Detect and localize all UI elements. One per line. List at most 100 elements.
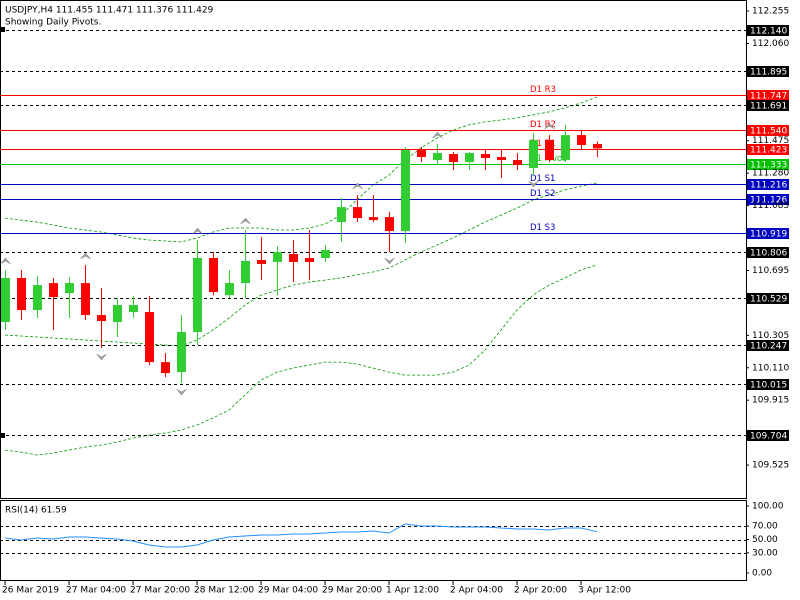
level-box (747, 247, 789, 258)
candle-body (209, 257, 218, 293)
rsi-line (4, 523, 598, 548)
fractal-up (352, 182, 363, 190)
level-box (747, 66, 789, 77)
band-line (4, 96, 598, 243)
candle-body (81, 283, 90, 316)
rsi-tick-label: 70.00 (752, 522, 778, 532)
candle-body (561, 135, 570, 161)
candle-body (417, 150, 426, 158)
candle-body (577, 135, 586, 146)
candle-body (65, 283, 74, 294)
candle-body (113, 305, 122, 323)
y-tick-label: 112.255 (752, 6, 789, 16)
level-label: 110.529 (750, 295, 787, 305)
level-label: 110.919 (750, 230, 787, 240)
level-box (747, 125, 789, 136)
x-tick-label: 29 Mar 04:00 (258, 586, 318, 596)
axis-layer: 112.140111.895111.747111.691111.540111.4… (2, 6, 789, 595)
level-box (747, 179, 789, 190)
level-box (747, 430, 789, 441)
candle-body (465, 153, 474, 163)
candle-body (305, 257, 314, 262)
candle-body (17, 277, 26, 311)
level-label: 111.126 (750, 196, 787, 206)
fractal-up (192, 227, 203, 235)
level-box (747, 228, 789, 239)
y-tick-label: 110.695 (752, 266, 789, 276)
fractal-up (432, 131, 443, 139)
level-label: 111.747 (750, 92, 787, 102)
left-marker (0, 27, 5, 32)
rsi-tick-label: 50.00 (752, 535, 778, 545)
level-name: D1 S3 (530, 223, 555, 233)
candle-body (545, 140, 554, 161)
chart-title: USDJPY,H4 111.455 111.471 111.376 111.42… (5, 6, 214, 16)
y-tick-label: 109.525 (752, 461, 789, 471)
candle-body (401, 150, 410, 232)
x-tick-label: 26 Mar 2019 (2, 586, 59, 596)
x-tick-label: 3 Apr 12:00 (578, 586, 631, 596)
rsi-tick-label: 100.00 (752, 502, 784, 512)
candle-body (529, 140, 538, 168)
x-tick-label: 28 Mar 12:00 (194, 586, 254, 596)
candle-body (289, 253, 298, 262)
candle-body (49, 283, 58, 298)
x-tick-label: 2 Apr 04:00 (450, 586, 503, 596)
fractal-down (528, 180, 539, 188)
candle-body (321, 249, 330, 258)
rsi-label: RSI(14) 61.59 (5, 506, 67, 516)
level-name: D1 R3 (530, 85, 556, 95)
candle-body (257, 259, 266, 264)
level-box (747, 194, 789, 205)
candle-body (369, 217, 378, 221)
candle-body (97, 315, 106, 322)
candle-body (337, 207, 346, 223)
y-tick-label: 112.060 (752, 39, 789, 49)
level-name: D1 S2 (530, 189, 555, 199)
level-name: D1 S1 (530, 174, 555, 184)
candle-body (385, 217, 394, 232)
candle-body (225, 283, 234, 296)
candle-body (481, 154, 490, 159)
level-box (747, 25, 789, 36)
y-tick-label: 111.475 (752, 136, 789, 146)
candle-body (433, 153, 442, 161)
candle-body (513, 160, 522, 166)
level-label: 111.895 (750, 68, 787, 78)
fractal-down (384, 257, 395, 265)
candle-body (449, 154, 458, 163)
level-box (747, 100, 789, 111)
x-tick-label: 27 Mar 04:00 (66, 586, 126, 596)
candle-body (161, 362, 170, 374)
bands-layer (4, 96, 598, 456)
level-label: 111.216 (750, 181, 787, 191)
y-tick-label: 110.110 (752, 363, 789, 373)
main-pane-frame (0, 0, 747, 499)
x-tick-label: 29 Mar 20:00 (322, 586, 382, 596)
candle-body (273, 251, 282, 262)
candle-body (177, 332, 186, 373)
rsi-tick-label: 0.00 (752, 569, 772, 579)
level-box (747, 144, 789, 155)
level-box (747, 379, 789, 390)
level-label: 111.691 (750, 102, 787, 112)
fractal-up (0, 257, 11, 265)
level-box (747, 159, 789, 170)
level-box (747, 293, 789, 304)
y-tick-label: 111.085 (752, 201, 789, 211)
fractal-up (80, 252, 91, 260)
level-label: 111.423 (750, 146, 787, 156)
candle-body (193, 257, 202, 332)
level-label: 111.540 (750, 127, 787, 137)
level-box (747, 340, 789, 351)
level-name: D1 R2 (530, 120, 556, 130)
candle-body (497, 157, 506, 161)
candle-body (129, 305, 138, 313)
fractal-up (240, 217, 251, 225)
level-label: 110.806 (750, 249, 787, 259)
fractal-up (544, 122, 555, 130)
candle-body (145, 312, 154, 363)
level-name: D1 R1 (530, 139, 556, 149)
